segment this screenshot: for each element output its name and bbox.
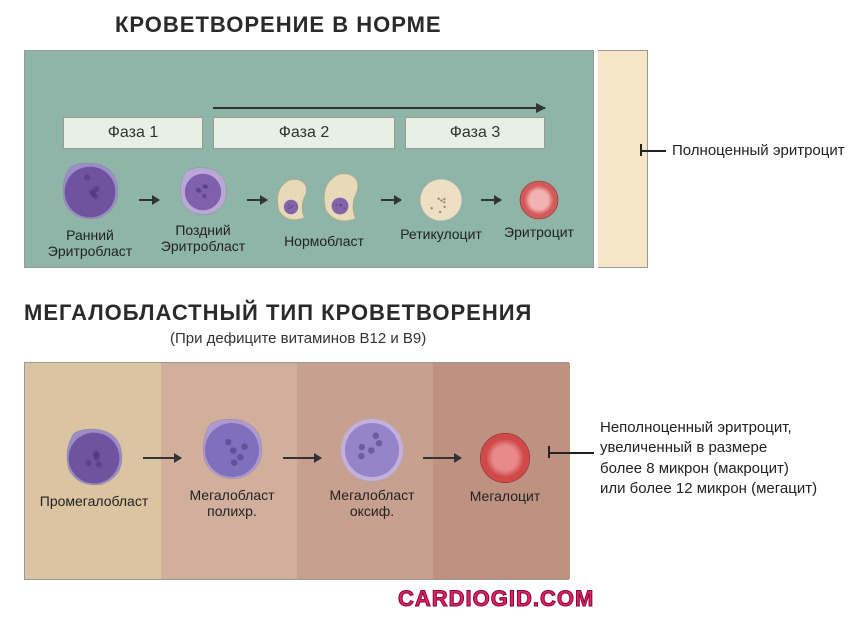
- megalo-title: МЕГАЛОБЛАСТНЫЙ ТИП КРОВЕТВОРЕНИЯ: [24, 300, 532, 326]
- megalo-annotation: Неполноценный эритроцит, увеличенный в р…: [600, 418, 817, 499]
- megalo-cell-row: Промегалобласт Мегалобласт полихр. Мегалоб…: [49, 417, 545, 519]
- megalo-panel: Промегалобласт Мегалобласт полихр. Мегалоб…: [24, 362, 569, 580]
- annot-tick-2: [548, 446, 550, 458]
- megalo-label-3: Мегалоцит: [470, 488, 541, 504]
- arrow-icon: [381, 199, 401, 201]
- megalo-cell-0: Промегалобласт: [49, 427, 139, 509]
- normal-cell-row: Ранний Эритробласт Поздний Эритробласт Но…: [45, 161, 573, 259]
- megalo-cell-3: Мегалоцит: [465, 432, 545, 504]
- normal-panel: Фаза 1 Фаза 2 Фаза 3 Ранний Эритробласт Поз…: [24, 50, 594, 268]
- phase-progression-arrow: [213, 107, 545, 109]
- megalo-cell-2: Мегалобласт оксиф.: [325, 417, 419, 519]
- normal-label-0: Ранний Эритробласт: [48, 227, 132, 259]
- arrow-icon: [247, 199, 267, 201]
- phase-box-2: Фаза 2: [213, 117, 395, 149]
- megalo-label-0: Промегалобласт: [40, 493, 149, 509]
- normal-label-3: Ретикулоцит: [400, 226, 482, 242]
- arrow-icon: [283, 457, 321, 459]
- normal-end-column: [598, 50, 648, 268]
- normal-cell-3: Ретикулоцит: [405, 178, 477, 242]
- arrow-icon: [139, 199, 159, 201]
- megalo-label-2: Мегалобласт оксиф.: [329, 487, 414, 519]
- normal-label-2: Нормобласт: [284, 233, 364, 249]
- arrow-icon: [481, 199, 501, 201]
- megalo-subtitle: (При дефиците витаминов В12 и В9): [170, 330, 426, 347]
- arrow-icon: [143, 457, 181, 459]
- phase-box-1: Фаза 1: [63, 117, 203, 149]
- annot-tick-1: [640, 144, 642, 156]
- normal-label-1: Поздний Эритробласт: [161, 222, 245, 254]
- annot-line-1: [640, 150, 666, 152]
- normal-title: КРОВЕТВОРЕНИЕ В НОРМЕ: [115, 12, 442, 38]
- normal-cell-2: Нормобласт: [271, 171, 377, 249]
- arrow-icon: [423, 457, 461, 459]
- normal-cell-4: Эритроцит: [505, 180, 573, 240]
- annot-line-2: [548, 452, 594, 454]
- normal-cell-1: Поздний Эритробласт: [163, 166, 243, 254]
- megalo-label-1: Мегалобласт полихр.: [189, 487, 274, 519]
- phase-box-3: Фаза 3: [405, 117, 545, 149]
- watermark: CARDIOGID.COM: [398, 586, 594, 612]
- megalo-cell-1: Мегалобласт полихр.: [185, 417, 279, 519]
- normal-cell-0: Ранний Эритробласт: [45, 161, 135, 259]
- normal-annotation: Полноценный эритроцит: [672, 141, 845, 161]
- normal-label-4: Эритроцит: [504, 224, 574, 240]
